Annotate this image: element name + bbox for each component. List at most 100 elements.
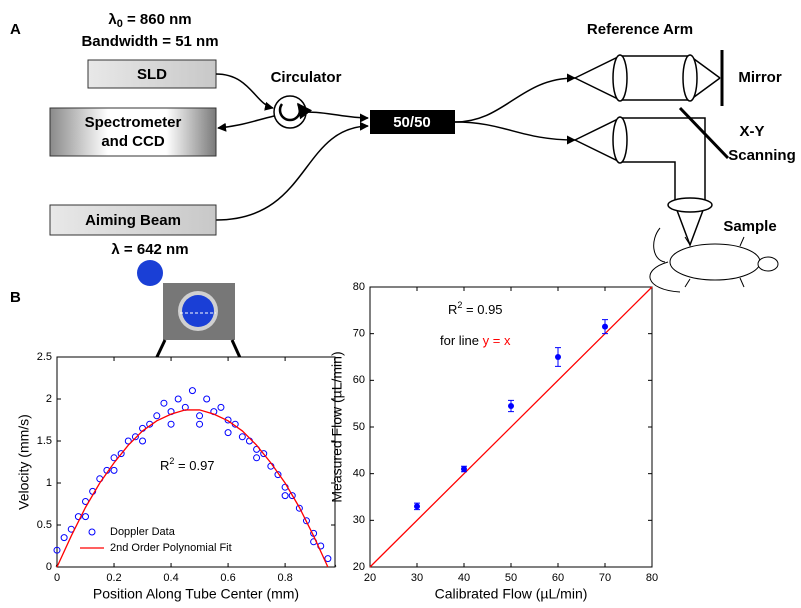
y-tick-label: 20 [353, 561, 365, 573]
sld-box [87, 59, 217, 89]
fiber [215, 121, 369, 221]
spectrometer-label: and CCD [101, 133, 165, 150]
point [174, 395, 182, 403]
text: = 860 nm [123, 11, 192, 28]
point [196, 412, 204, 420]
point [139, 437, 147, 445]
y-tick-label: 0 [46, 561, 52, 573]
x-tick-label: 60 [552, 572, 564, 584]
spectrometer-box [49, 107, 217, 157]
point [602, 323, 608, 330]
point [324, 555, 332, 563]
fiber [454, 73, 576, 123]
point [238, 433, 246, 441]
source-wavelength: λ0 = 860 nm [108, 11, 191, 30]
circulator-label: Circulator [271, 69, 342, 86]
point [302, 517, 310, 525]
point [131, 433, 139, 441]
beam [574, 117, 706, 248]
spectrometer-label: Spectrometer [85, 114, 182, 131]
point [295, 504, 303, 512]
lens [612, 116, 628, 164]
lens [612, 54, 628, 102]
point [461, 466, 467, 472]
y-tick-label: 60 [353, 374, 365, 386]
fiber [217, 115, 275, 132]
sld-label: SLD [137, 66, 167, 83]
point [53, 546, 61, 554]
plot-area [56, 356, 336, 568]
point [124, 437, 132, 445]
x-axis-label: Calibrated Flow (µL/min) [435, 586, 588, 602]
point [253, 454, 261, 462]
y-tick-label: 0.5 [37, 519, 52, 531]
annotation: R2 = 0.97 [160, 456, 215, 473]
point [110, 466, 118, 474]
x-tick-label: 0.4 [163, 572, 178, 584]
x-tick-label: 40 [458, 572, 470, 584]
x-tick-label: 0.2 [106, 572, 121, 584]
point [117, 450, 125, 458]
annotation-text: for line [440, 333, 483, 348]
point [288, 492, 296, 500]
circulator [273, 95, 307, 129]
legend-swatch [88, 528, 96, 536]
point [60, 534, 68, 542]
y-tick-label: 50 [353, 421, 365, 433]
y-axis-label: Velocity (mm/s) [16, 414, 32, 510]
panel-label: A [10, 21, 21, 38]
point [196, 420, 204, 428]
scanning-label: X-Y [739, 123, 764, 140]
aiming-wavelength: λ = 642 nm [111, 241, 188, 258]
point [153, 412, 161, 420]
x-axis-label: Position Along Tube Center (mm) [93, 586, 299, 602]
scan-mirror [678, 106, 730, 160]
symbol: λ [108, 11, 117, 28]
mirror-label: Mirror [738, 69, 782, 86]
y-tick-label: 1 [46, 477, 52, 489]
superscript: 2 [169, 456, 174, 466]
reference-label: Reference Arm [587, 21, 693, 38]
annotation-text: R [448, 302, 457, 317]
annotation: for line y = x [440, 333, 511, 348]
annotation-text: = 0.95 [462, 302, 502, 317]
x-tick-label: 20 [364, 572, 376, 584]
point [110, 454, 118, 462]
annotation: R2 = 0.95 [448, 300, 503, 317]
y-tick-label: 80 [353, 281, 365, 293]
superscript: 2 [457, 300, 462, 310]
point [260, 450, 268, 458]
point [217, 403, 225, 411]
line [56, 409, 329, 568]
annotation-text: = 0.97 [174, 458, 214, 473]
coupler-label: 50/50 [393, 114, 431, 131]
annotation-highlight: y = x [483, 333, 511, 348]
subscript: 0 [117, 18, 123, 30]
point [414, 503, 420, 510]
annotation-text: R [160, 458, 169, 473]
coupler-box [370, 110, 455, 134]
x-tick-label: 70 [599, 572, 611, 584]
y-tick-label: 70 [353, 328, 365, 340]
x-tick-label: 0.6 [220, 572, 235, 584]
y-axis-label: Measured Flow (µL/min) [329, 351, 345, 502]
point [281, 492, 289, 500]
scanning-label: Scanning [728, 147, 796, 164]
point [555, 354, 561, 360]
y-tick-label: 30 [353, 514, 365, 526]
point [224, 429, 232, 437]
aiming-box [49, 204, 217, 236]
x-tick-label: 80 [646, 572, 658, 584]
y-tick-label: 2.5 [37, 351, 52, 363]
point [508, 403, 514, 409]
tube-flow [182, 295, 214, 327]
y-tick-label: 2 [46, 393, 52, 405]
point [160, 399, 168, 407]
point [82, 513, 90, 521]
y-tick-label: 40 [353, 468, 365, 480]
x-tick-label: 0.8 [277, 572, 292, 584]
fiber [454, 121, 576, 145]
lens [667, 197, 713, 213]
point [188, 387, 196, 395]
point [167, 420, 175, 428]
